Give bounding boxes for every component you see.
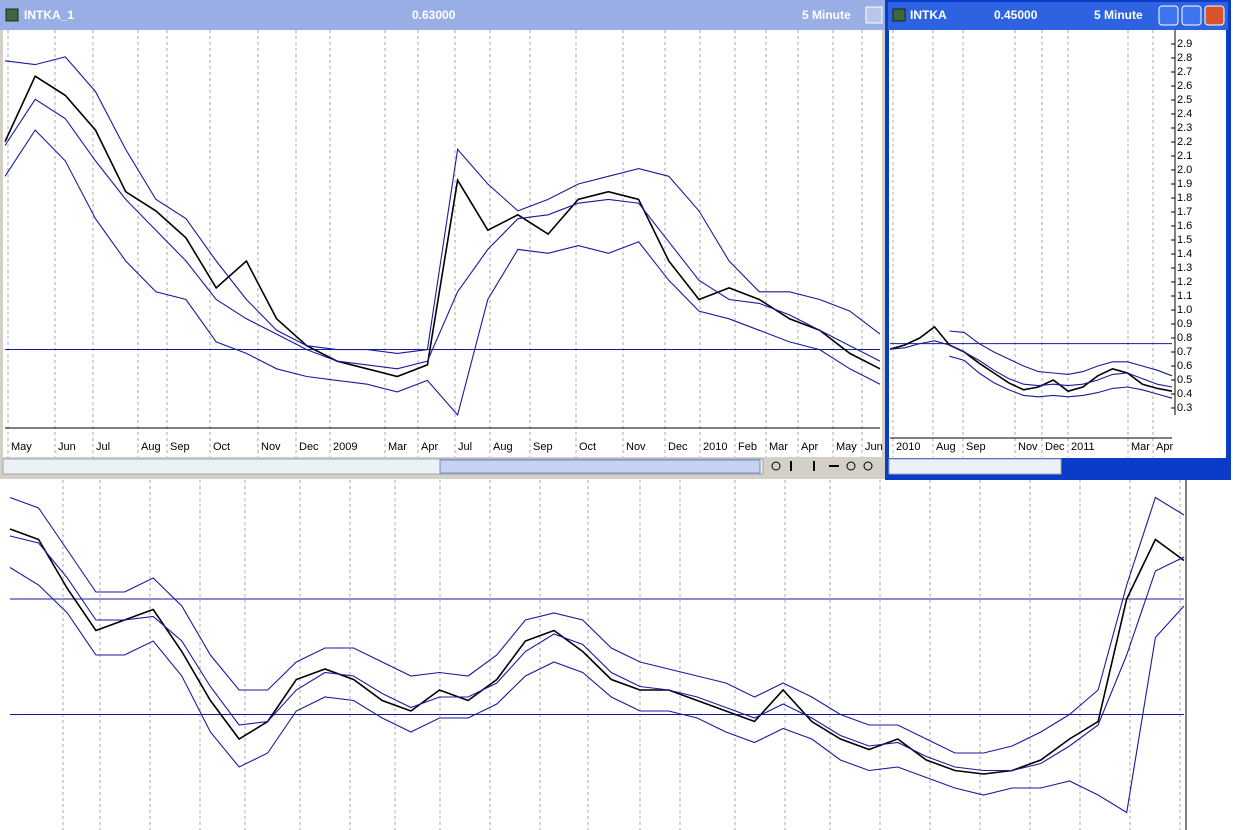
x-tick-label: Jun bbox=[865, 441, 883, 453]
price-line bbox=[889, 325, 1173, 393]
y-tick-label: 1.2 bbox=[1177, 276, 1192, 288]
maximize-button[interactable] bbox=[1181, 5, 1202, 26]
x-tick-label: Nov bbox=[626, 441, 646, 453]
window-title: INTKA bbox=[910, 8, 947, 22]
x-tick-label: Aug bbox=[141, 441, 161, 453]
tool-icon[interactable] bbox=[829, 465, 839, 467]
y-tick-label: 1.9 bbox=[1177, 178, 1192, 190]
title-bar-left: INTKA_1 0.63000 5 Minute bbox=[0, 0, 885, 30]
y-tick-label: 1.6 bbox=[1177, 220, 1192, 232]
x-tick-label: May bbox=[836, 441, 857, 453]
window-icon bbox=[5, 8, 19, 22]
tool-icon[interactable] bbox=[846, 461, 856, 471]
y-tick-label: 2.1 bbox=[1177, 150, 1192, 162]
tool-icon[interactable] bbox=[771, 461, 781, 471]
title-bar-right: INTKA 0.45000 5 Minute bbox=[888, 2, 1228, 30]
y-tick-label: 0.9 bbox=[1177, 318, 1192, 330]
x-tick-label: Dec bbox=[1045, 441, 1065, 453]
x-tick-label: Sep bbox=[533, 441, 553, 453]
y-tick-label: 2.4 bbox=[1177, 108, 1192, 120]
y-tick-label: 2.6 bbox=[1177, 80, 1192, 92]
band-line bbox=[9, 496, 1185, 754]
x-tick-label: Mar bbox=[388, 441, 407, 453]
window-interval: 5 Minute bbox=[802, 8, 851, 22]
y-tick-label: 1.8 bbox=[1177, 192, 1192, 204]
y-tick-label: 1.7 bbox=[1177, 206, 1192, 218]
y-tick-label: 2.9 bbox=[1177, 38, 1192, 50]
band-line bbox=[9, 535, 1185, 772]
y-tick-label: 0.3 bbox=[1177, 402, 1192, 414]
x-tick-label: Dec bbox=[668, 441, 688, 453]
band-line bbox=[4, 129, 881, 417]
window-icon bbox=[892, 8, 906, 22]
minimize-button[interactable] bbox=[1158, 5, 1179, 26]
x-tick-label: Sep bbox=[170, 441, 190, 453]
x-tick-label: 2010 bbox=[896, 441, 920, 453]
x-tick-label: Jul bbox=[96, 441, 110, 453]
plot-area-left bbox=[3, 30, 882, 430]
x-tick-label: Oct bbox=[213, 441, 230, 453]
y-tick-label: 2.7 bbox=[1177, 66, 1192, 78]
band-line bbox=[9, 567, 1185, 814]
band-line bbox=[949, 355, 1173, 399]
y-tick-label: 2.5 bbox=[1177, 94, 1192, 106]
plot-area-bottom bbox=[0, 480, 1233, 830]
y-tick-label: 0.7 bbox=[1177, 346, 1192, 358]
y-tick-label: 0.6 bbox=[1177, 360, 1192, 372]
x-tick-label: Nov bbox=[1018, 441, 1038, 453]
close-button[interactable] bbox=[1204, 5, 1225, 26]
x-tick-label: Apr bbox=[801, 441, 818, 453]
x-tick-label: 2010 bbox=[703, 441, 727, 453]
x-tick-label: Jul bbox=[458, 441, 472, 453]
title-bar-bg bbox=[0, 0, 885, 30]
y-tick-label: 2.3 bbox=[1177, 122, 1192, 134]
tool-icon[interactable] bbox=[790, 461, 792, 471]
price-line bbox=[4, 75, 881, 378]
x-tick-label: Mar bbox=[1131, 441, 1150, 453]
band-line bbox=[4, 56, 881, 354]
x-tick-label: 2011 bbox=[1071, 441, 1095, 453]
y-tick-label: 1.0 bbox=[1177, 304, 1192, 316]
window-price: 0.63000 bbox=[412, 8, 456, 22]
x-tick-label: Aug bbox=[936, 441, 956, 453]
x-tick-label: 2009 bbox=[333, 441, 357, 453]
y-tick-label: 0.5 bbox=[1177, 374, 1192, 386]
x-tick-label: Oct bbox=[579, 441, 596, 453]
y-tick-label: 0.4 bbox=[1177, 388, 1192, 400]
window-title: INTKA_1 bbox=[24, 8, 74, 22]
band-line bbox=[949, 330, 1173, 377]
y-tick-label: 2.8 bbox=[1177, 52, 1192, 64]
y-tick-label: 2.0 bbox=[1177, 164, 1192, 176]
x-tick-label: Feb bbox=[738, 441, 757, 453]
minimize-button[interactable] bbox=[865, 6, 883, 24]
price-line bbox=[9, 528, 1185, 775]
x-tick-label: Jun bbox=[58, 441, 76, 453]
x-tick-label: Mar bbox=[769, 441, 788, 453]
x-tick-label: Nov bbox=[261, 441, 281, 453]
band-line bbox=[889, 340, 1173, 388]
y-tick-label: 1.4 bbox=[1177, 248, 1192, 260]
x-tick-label: Apr bbox=[1156, 441, 1173, 453]
x-tick-label: Sep bbox=[966, 441, 986, 453]
tool-icon[interactable] bbox=[863, 461, 873, 471]
band-line bbox=[4, 98, 881, 370]
window-price: 0.45000 bbox=[994, 8, 1038, 22]
y-tick-label: 2.2 bbox=[1177, 136, 1192, 148]
x-tick-label: Dec bbox=[299, 441, 319, 453]
y-tick-label: 1.3 bbox=[1177, 262, 1192, 274]
y-tick-label: 0.8 bbox=[1177, 332, 1192, 344]
scrollbar-right[interactable] bbox=[888, 458, 1062, 475]
scroll-thumb-left[interactable] bbox=[439, 459, 761, 474]
x-tick-label: Aug bbox=[493, 441, 513, 453]
y-tick-label: 1.5 bbox=[1177, 234, 1192, 246]
window-interval: 5 Minute bbox=[1094, 8, 1143, 22]
x-tick-label: May bbox=[11, 441, 32, 453]
tool-icon[interactable] bbox=[813, 461, 815, 471]
x-tick-label: Apr bbox=[421, 441, 438, 453]
toolbar-left bbox=[771, 461, 873, 471]
y-tick-label: 1.1 bbox=[1177, 290, 1192, 302]
